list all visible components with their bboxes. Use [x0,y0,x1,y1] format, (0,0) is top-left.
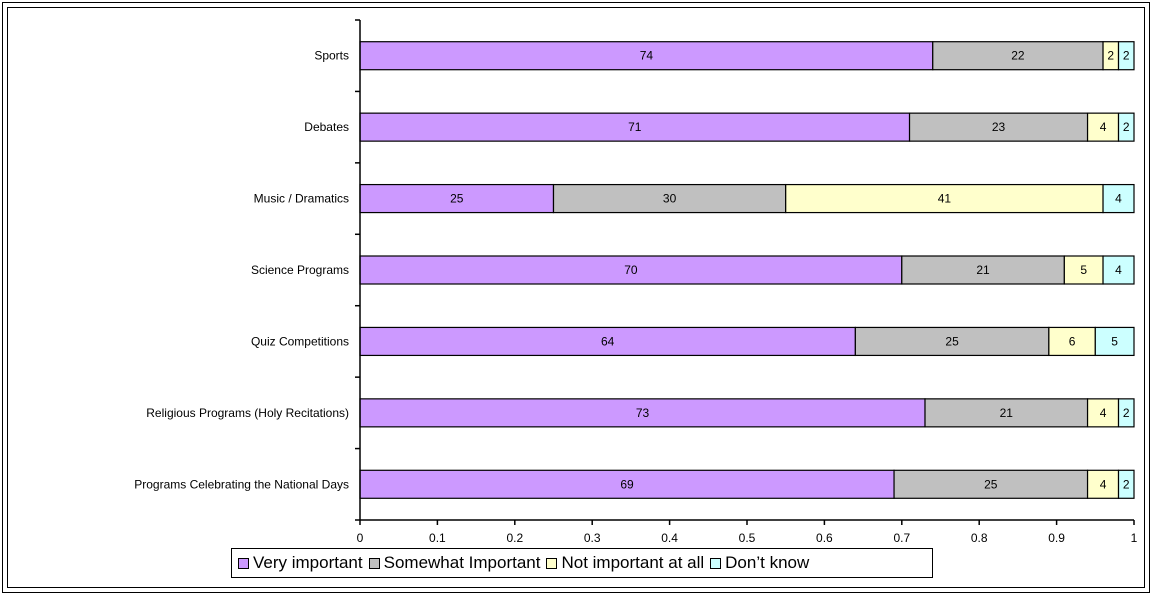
legend-item-very-important: Very important [238,553,363,573]
legend-label-dont-know: Don’t know [725,553,810,572]
data-label-debates-very-important: 71 [628,120,642,134]
legend-swatch-somewhat-important [368,557,380,569]
chart-frame-inner [7,7,1145,588]
data-label-religious-programs-holy-recitations-somewhat-important: 21 [1000,406,1014,420]
x-tick-label: 0.6 [816,531,833,545]
data-label-programs-celebrating-the-national-days-very-important: 69 [620,477,634,491]
data-label-science-programs-somewhat-important: 21 [976,263,990,277]
bar-segment-religious-programs-holy-recitations-don-t-know [1117,398,1135,428]
bar-segment-programs-celebrating-the-national-days-don-t-know [1117,469,1135,499]
x-tick-label: 0.7 [893,531,910,545]
data-label-religious-programs-holy-recitations-not-important-at-all: 4 [1100,406,1107,420]
x-tick-label: 0.3 [584,531,601,545]
bar-segment-debates-somewhat-important [908,112,1089,142]
bar-segment-music-dramatics-not-important-at-all [785,183,1104,214]
category-label-religious-programs-holy-recitations: Religious Programs (Holy Recitations) [146,406,349,420]
category-label-programs-celebrating-the-national-days: Programs Celebrating the National Days [134,477,349,491]
data-label-music-dramatics-somewhat-important: 30 [663,192,677,206]
data-label-music-dramatics-don-t-know: 4 [1115,192,1122,206]
bars-layer [359,41,1135,499]
x-tick-label: 0.9 [1048,531,1065,545]
data-label-music-dramatics-very-important: 25 [450,192,464,206]
bar-segment-quiz-competitions-don-t-know [1094,326,1135,357]
axes-layer: 0 0.1 0.2 0.3 0.4 0.5 0.6 0.7 0.8 0.9 1 [355,19,1138,545]
data-label-programs-celebrating-the-national-days-don-t-know: 2 [1123,477,1130,491]
bar-segment-quiz-competitions-somewhat-important [854,326,1050,357]
bar-segment-music-dramatics-don-t-know [1102,183,1135,214]
data-label-programs-celebrating-the-national-days-not-important-at-all: 4 [1100,477,1107,491]
legend-item-dont-know: Don’t know [710,553,809,573]
x-tick-label: 1 [1131,531,1138,545]
bar-segment-music-dramatics-somewhat-important [552,183,787,214]
data-label-science-programs-very-important: 70 [624,263,638,277]
category-label-quiz-competitions: Quiz Competitions [251,334,349,348]
legend-label-not-important: Not important at all [561,553,705,572]
legend-item-somewhat-important: Somewhat Important [368,553,541,573]
bar-segment-sports-don-t-know [1117,41,1135,71]
data-label-debates-somewhat-important: 23 [992,120,1006,134]
data-label-sports-don-t-know: 2 [1123,49,1130,63]
legend-swatch-dont-know [710,557,722,569]
category-label-sports: Sports [314,49,349,63]
legend-swatch-very-important [238,557,249,569]
legend-label-very-important: Very important [253,553,363,572]
bar-segment-debates-not-important-at-all [1086,112,1120,142]
x-tick-label: 0.1 [429,531,446,545]
category-label-debates: Debates [304,120,349,134]
bar-segment-science-programs-not-important-at-all [1063,255,1104,285]
data-label-quiz-competitions-somewhat-important: 25 [945,334,959,348]
data-label-quiz-competitions-don-t-know: 5 [1111,334,1118,348]
category-label-science-programs: Science Programs [251,263,349,277]
bar-segment-quiz-competitions-not-important-at-all [1048,326,1096,357]
bar-segment-science-programs-very-important [359,255,903,285]
x-tick-label: 0.8 [971,531,988,545]
x-tick-label: 0.2 [506,531,523,545]
x-tick-label: 0 [357,531,364,545]
bar-segment-debates-don-t-know [1117,112,1135,142]
data-label-debates-don-t-know: 2 [1123,120,1130,134]
bar-segment-science-programs-don-t-know [1102,255,1135,285]
legend-label-somewhat-important: Somewhat Important [383,553,541,572]
x-tick-label: 0.5 [739,531,756,545]
x-tick-label: 0.4 [661,531,678,545]
data-label-science-programs-don-t-know: 4 [1115,263,1122,277]
data-label-religious-programs-holy-recitations-very-important: 73 [636,406,650,420]
bar-segment-religious-programs-holy-recitations-somewhat-important [924,398,1089,428]
category-label-music-dramatics: Music / Dramatics [254,192,349,206]
legend-swatch-not-important [546,557,558,569]
bar-segment-sports-somewhat-important [932,41,1104,71]
data-label-religious-programs-holy-recitations-don-t-know: 2 [1123,406,1130,420]
data-label-music-dramatics-not-important-at-all: 41 [938,192,952,206]
legend: Very important Somewhat Important Not im… [231,548,933,578]
bar-segment-religious-programs-holy-recitations-not-important-at-all [1086,398,1120,428]
data-label-quiz-competitions-very-important: 64 [601,334,615,348]
data-label-sports-not-important-at-all: 2 [1107,49,1114,63]
bar-segment-science-programs-somewhat-important [901,255,1065,285]
bar-segment-debates-very-important [359,112,911,142]
bar-segment-programs-celebrating-the-national-days-somewhat-important [893,469,1089,499]
data-label-debates-not-important-at-all: 4 [1100,120,1107,134]
data-label-science-programs-not-important-at-all: 5 [1080,263,1087,277]
data-label-quiz-competitions-not-important-at-all: 6 [1069,334,1076,348]
data-label-sports-somewhat-important: 22 [1011,49,1025,63]
data-label-sports-very-important: 74 [640,49,654,63]
legend-item-not-important: Not important at all [546,553,704,573]
data-label-programs-celebrating-the-national-days-somewhat-important: 25 [984,477,998,491]
